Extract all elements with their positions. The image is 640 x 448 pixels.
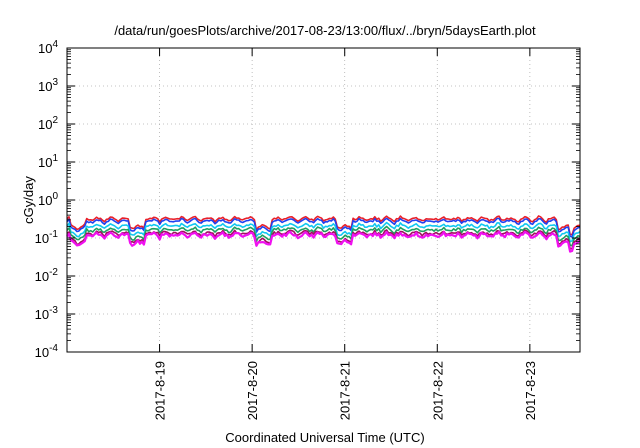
x-ticks-group: 2017-8-19 2017-8-20 2017-8-21 2017-8-22 2017… (153, 48, 538, 420)
series-group (66, 215, 581, 253)
y-axis-label: cGy/day (21, 176, 36, 224)
x-tick-label: 2017-8-21 (338, 361, 353, 420)
x-tick-label: 2017-8-19 (153, 361, 168, 420)
y-tick-label: 10-2 (35, 267, 59, 284)
y-tick-label: 10-1 (35, 229, 59, 246)
y-tick-label: 104 (38, 39, 58, 56)
series-line (66, 221, 581, 243)
x-tick-label: 2017-8-20 (245, 361, 260, 420)
series-line (66, 217, 581, 238)
y-tick-label: 103 (38, 77, 58, 94)
y-ticks-group: 10-4 10-3 10-2 10-1 100 101 102 103 104 (35, 39, 580, 360)
series-line (66, 230, 581, 253)
y-tick-label: 100 (38, 191, 58, 208)
y-tick-label: 102 (38, 115, 58, 132)
x-tick-label: 2017-8-22 (430, 361, 445, 420)
y-tick-label: 10-3 (35, 305, 59, 322)
y-tick-label: 10-4 (35, 343, 59, 360)
x-tick-label: 2017-8-23 (523, 361, 538, 420)
series-line (66, 225, 581, 247)
series-line (66, 215, 581, 236)
x-axis-label: Coordinated Universal Time (UTC) (225, 430, 424, 445)
y-tick-label: 101 (38, 153, 58, 170)
grid-group (67, 47, 580, 353)
chart-title: /data/run/goesPlots/archive/2017-08-23/1… (114, 23, 536, 38)
